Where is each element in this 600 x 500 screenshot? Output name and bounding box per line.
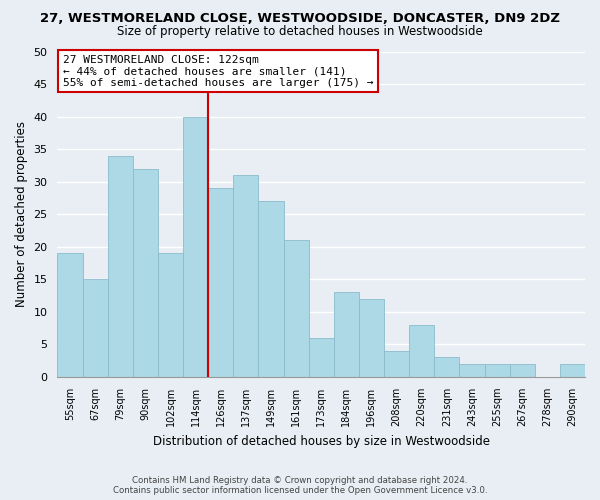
Bar: [83, 280, 107, 377]
Bar: [434, 358, 460, 377]
Bar: [284, 240, 308, 377]
Bar: [133, 168, 158, 377]
Text: Size of property relative to detached houses in Westwoodside: Size of property relative to detached ho…: [117, 25, 483, 38]
Bar: [509, 364, 535, 377]
X-axis label: Distribution of detached houses by size in Westwoodside: Distribution of detached houses by size …: [153, 434, 490, 448]
Bar: [308, 338, 334, 377]
Bar: [409, 325, 434, 377]
Bar: [460, 364, 485, 377]
Bar: [384, 351, 409, 377]
Bar: [158, 254, 183, 377]
Y-axis label: Number of detached properties: Number of detached properties: [15, 121, 28, 307]
Bar: [359, 299, 384, 377]
Bar: [208, 188, 233, 377]
Text: 27, WESTMORELAND CLOSE, WESTWOODSIDE, DONCASTER, DN9 2DZ: 27, WESTMORELAND CLOSE, WESTWOODSIDE, DO…: [40, 12, 560, 26]
Bar: [107, 156, 133, 377]
Text: 27 WESTMORELAND CLOSE: 122sqm
← 44% of detached houses are smaller (141)
55% of : 27 WESTMORELAND CLOSE: 122sqm ← 44% of d…: [62, 55, 373, 88]
Text: Contains HM Land Registry data © Crown copyright and database right 2024.
Contai: Contains HM Land Registry data © Crown c…: [113, 476, 487, 495]
Bar: [259, 201, 284, 377]
Bar: [485, 364, 509, 377]
Bar: [233, 175, 259, 377]
Bar: [183, 116, 208, 377]
Bar: [58, 254, 83, 377]
Bar: [560, 364, 585, 377]
Bar: [334, 292, 359, 377]
